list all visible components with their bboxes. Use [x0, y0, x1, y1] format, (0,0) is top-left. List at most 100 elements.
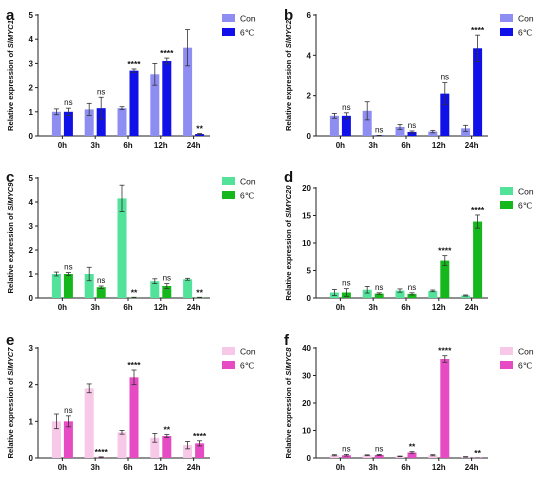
y-axis-label-prefix: Relative expression of [6, 376, 15, 459]
legend-swatch-0 [222, 14, 235, 22]
x-tick-label: 3h [91, 141, 100, 150]
x-tick-label: 24h [187, 463, 201, 472]
bar-0 [395, 126, 405, 136]
y-axis-label: Relative expression of SlMYC9 [6, 182, 15, 294]
legend-swatch-0 [222, 177, 235, 185]
significance-label: **** [193, 431, 207, 441]
bar-1 [162, 436, 172, 458]
x-tick-label: 12h [154, 463, 168, 472]
y-tick-label: 20 [302, 184, 311, 193]
legend-label-1: 6℃ [518, 361, 533, 371]
bar-0 [51, 421, 61, 458]
y-axis-label-prefix: Relative expression of [284, 218, 293, 301]
significance-label: **** [95, 447, 109, 457]
legend-swatch-1 [500, 28, 513, 36]
legend-label-1: 6℃ [240, 191, 255, 201]
legend-swatch-0 [500, 14, 513, 22]
x-tick-label: 3h [369, 463, 378, 472]
bar-1 [374, 293, 384, 298]
legend-swatch-0 [500, 187, 513, 195]
significance-label: **** [471, 205, 485, 215]
significance-label: **** [127, 59, 141, 69]
y-tick-label: 10 [302, 427, 311, 436]
bar-1 [440, 359, 450, 458]
bar-1 [63, 274, 73, 298]
x-tick-label: 0h [336, 303, 345, 312]
bar-1 [374, 454, 384, 458]
panel-letter: b [284, 7, 293, 24]
bar-1 [96, 108, 106, 136]
legend-label-1: 6℃ [518, 201, 533, 211]
significance-label: ** [409, 442, 416, 452]
y-tick-label: 0 [29, 454, 34, 463]
y-tick-label: 30 [302, 372, 311, 381]
y-tick-label: 2 [29, 84, 34, 93]
significance-label: ns [441, 73, 449, 82]
significance-label: ns [375, 125, 383, 134]
bar-0 [329, 115, 339, 136]
y-axis-label-gene: SlMYC9 [6, 182, 15, 211]
significance-label: ** [196, 124, 203, 134]
y-axis-label-prefix: Relative expression of [6, 48, 15, 131]
bar-0 [117, 432, 127, 458]
significance-label: ns [64, 98, 72, 107]
legend-label-0: Con [518, 14, 534, 24]
bar-0 [183, 47, 193, 136]
y-axis-label: Relative expression of SlMYC1 [6, 20, 15, 131]
legend-swatch-0 [222, 347, 235, 355]
y-tick-label: 1 [29, 417, 34, 426]
bar-1 [407, 293, 417, 298]
x-tick-label: 6h [123, 303, 132, 312]
bar-0 [84, 274, 94, 298]
x-tick-label: 24h [187, 303, 201, 312]
bar-0 [150, 437, 160, 458]
significance-label: ** [131, 287, 138, 297]
legend-swatch-1 [222, 361, 235, 369]
significance-label: ns [97, 87, 105, 96]
y-tick-label: 0 [29, 132, 34, 141]
legend-label-0: Con [240, 14, 256, 24]
x-tick-label: 3h [369, 141, 378, 150]
legend-swatch-1 [500, 201, 513, 209]
y-tick-label: 20 [302, 399, 311, 408]
y-tick-label: 2 [307, 92, 312, 101]
bar-1 [341, 115, 351, 136]
x-tick-label: 6h [401, 463, 410, 472]
panel-letter: c [6, 169, 14, 186]
x-tick-label: 3h [91, 463, 100, 472]
x-tick-label: 0h [58, 303, 67, 312]
x-tick-label: 0h [336, 463, 345, 472]
y-tick-label: 0 [307, 294, 312, 303]
significance-label: ns [97, 276, 105, 285]
y-tick-label: 1 [29, 108, 34, 117]
bar-1 [162, 286, 172, 298]
y-axis-label: Relative expression of SlMYC8 [284, 347, 293, 459]
bar-1 [96, 287, 106, 298]
y-tick-label: 5 [29, 174, 34, 183]
y-axis-label: Relative expression of SlMYC2 [284, 19, 293, 131]
significance-label: ns [342, 103, 350, 112]
x-tick-label: 12h [154, 303, 168, 312]
significance-label: ns [64, 263, 72, 272]
bar-0 [428, 131, 438, 136]
y-axis-label-gene: SlMYC2 [284, 19, 293, 48]
bar-0 [84, 109, 94, 136]
bar-1 [407, 131, 417, 136]
x-tick-label: 24h [465, 141, 479, 150]
y-axis-label-gene: SlMYC7 [6, 347, 15, 376]
bar-1 [129, 377, 139, 458]
y-tick-label: 5 [29, 11, 34, 20]
significance-label: **** [438, 246, 452, 256]
y-tick-label: 3 [29, 59, 34, 68]
y-tick-label: 4 [29, 198, 34, 207]
y-tick-label: 0 [307, 454, 312, 463]
bar-0 [395, 456, 405, 458]
legend-label-1: 6℃ [240, 361, 255, 371]
bar-0 [183, 279, 193, 298]
y-axis-label: Relative expression of SlMYC20 [284, 185, 293, 301]
bar-1 [63, 111, 73, 136]
y-tick-label: 0 [29, 294, 34, 303]
panel-letter: f [284, 332, 290, 349]
